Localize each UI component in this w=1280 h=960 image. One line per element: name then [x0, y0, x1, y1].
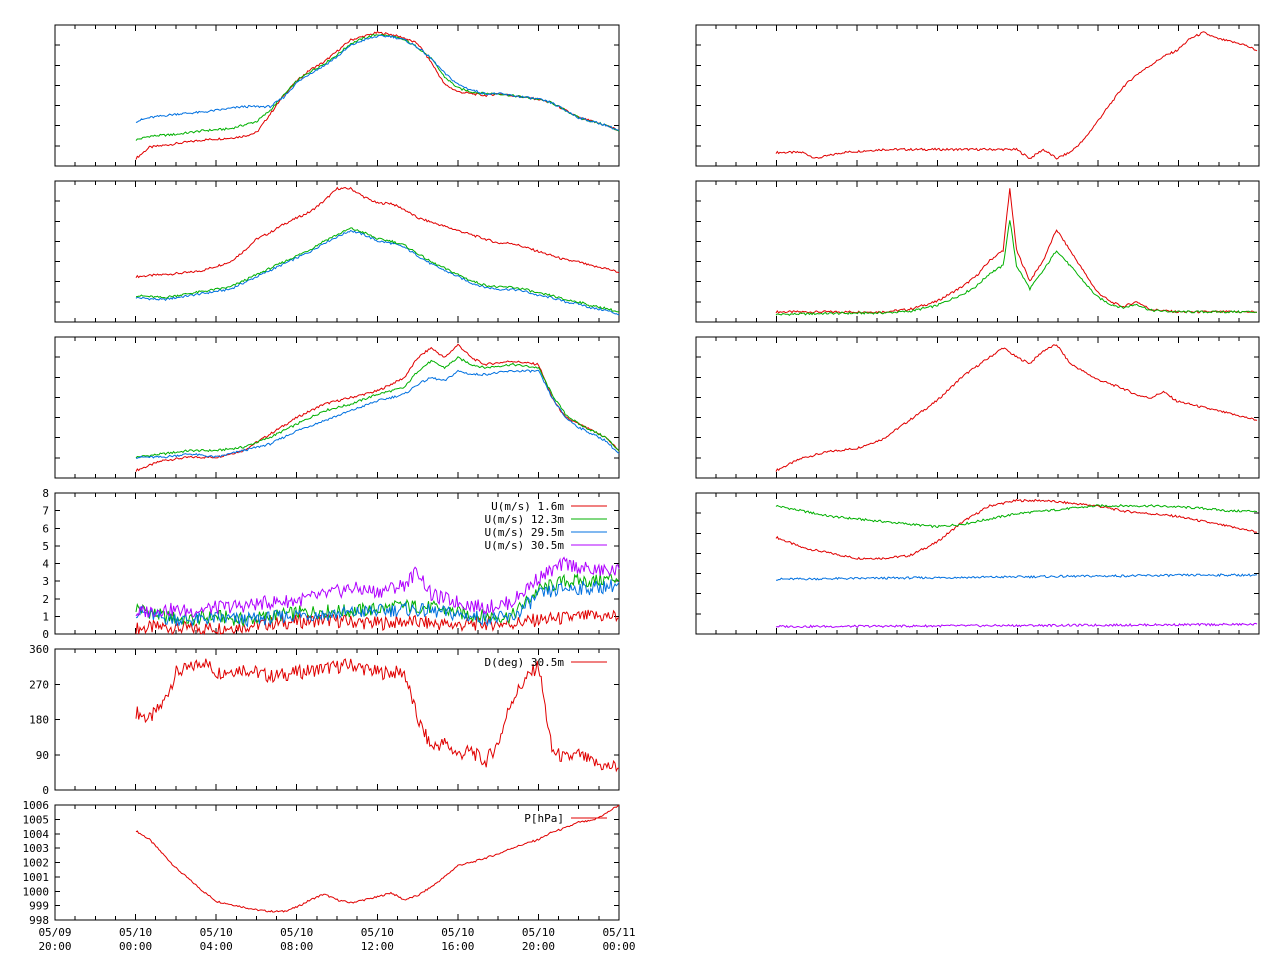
y-tick-label: 4: [42, 558, 49, 571]
y-tick-label: 2: [42, 593, 49, 606]
legend-label: U(m/s) 12.3m: [485, 513, 565, 526]
series-line-p8-0: [775, 188, 1258, 314]
series-line-p2-1: [135, 229, 620, 316]
series-line-p4-0: [135, 609, 620, 636]
x-tick-date: 05/10: [200, 926, 233, 939]
plot-frame: [54, 24, 620, 167]
y-tick-label: 7: [42, 505, 49, 518]
plot-frame: [695, 336, 1260, 479]
plot-frame: [54, 648, 620, 791]
legend-label: U(m/s) 1.6m: [491, 500, 564, 513]
x-tick-date: 05/10: [280, 926, 313, 939]
y-tick-label: 6: [42, 522, 49, 535]
plot-frame: [695, 24, 1260, 167]
series-line-p4-3: [135, 556, 620, 618]
x-tick-date: 05/10: [522, 926, 555, 939]
panel-p9: [695, 336, 1260, 479]
plot-frame: [695, 180, 1260, 323]
panel-p5: 0 90 180 270 360 D(deg) 30.5m: [29, 643, 620, 797]
y-tick-label: 1000: [23, 885, 50, 898]
panel-p7: [695, 24, 1260, 167]
legend-label: U(m/s) 29.5m: [485, 526, 565, 539]
series-line-p3-2: [135, 369, 620, 459]
legend-label: D(deg) 30.5m: [485, 656, 565, 669]
y-tick-label: 1: [42, 610, 49, 623]
panel-p1: [54, 24, 620, 167]
x-tick-time: 08:00: [280, 940, 313, 953]
series-line-p3-1: [135, 356, 620, 459]
panel-p8: [695, 180, 1260, 323]
y-tick-label: 8: [42, 487, 49, 500]
y-tick-label: 180: [29, 714, 49, 727]
series-line-p2-0: [135, 186, 620, 279]
series-line-p7-0: [775, 31, 1258, 160]
series-line-p8-1: [775, 220, 1258, 316]
x-tick-time: 12:00: [361, 940, 394, 953]
y-tick-label: 1001: [23, 871, 50, 884]
series-line-p6-0: [135, 804, 620, 913]
y-tick-label: 1005: [23, 813, 50, 826]
y-tick-label: 1006: [23, 799, 50, 812]
panel-p3: [54, 336, 620, 479]
y-tick-label: 0: [42, 628, 49, 641]
panel-p4: 0 1 2 3 4 5 6 7 8 U(m/s) 1.6mU(m/s) 12.3mU(m/s) 2…: [42, 487, 620, 641]
x-tick-date: 05/10: [361, 926, 394, 939]
panel-p10: [695, 492, 1260, 635]
series-line-p4-2: [135, 579, 620, 628]
series-line-p10-0: [775, 498, 1258, 560]
series-line-p1-2: [135, 34, 620, 131]
x-tick-time: 04:00: [200, 940, 233, 953]
x-tick-time: 20:00: [522, 940, 555, 953]
series-line-p9-0: [775, 344, 1258, 472]
y-tick-label: 998: [29, 914, 49, 927]
series-line-p3-0: [135, 343, 620, 472]
y-tick-label: 1003: [23, 842, 50, 855]
y-tick-label: 3: [42, 575, 49, 588]
y-tick-label: 360: [29, 643, 49, 656]
series-line-p10-1: [775, 503, 1258, 529]
y-tick-label: 90: [36, 749, 49, 762]
series-line-p1-1: [135, 33, 620, 141]
y-tick-label: 1002: [23, 857, 50, 870]
series-line-p1-0: [135, 30, 620, 160]
x-tick-time: 00:00: [602, 940, 635, 953]
x-tick-date: 05/09: [38, 926, 71, 939]
legend-label: P[hPa]: [524, 812, 564, 825]
y-tick-label: 5: [42, 540, 49, 553]
y-tick-label: 999: [29, 900, 49, 913]
series-line-p2-2: [136, 227, 620, 313]
x-tick-time: 00:00: [119, 940, 152, 953]
x-tick-time: 16:00: [441, 940, 474, 953]
x-tick-time: 20:00: [38, 940, 71, 953]
legend-label: U(m/s) 30.5m: [485, 539, 565, 552]
y-tick-label: 270: [29, 678, 49, 691]
x-tick-date: 05/10: [119, 926, 152, 939]
y-tick-label: 1004: [23, 828, 50, 841]
series-line-p5-0: [135, 658, 619, 773]
x-tick-date: 05/10: [441, 926, 474, 939]
series-line-p10-3: [775, 622, 1258, 629]
series-line-p10-2: [775, 573, 1258, 581]
panel-p2: [54, 180, 620, 323]
y-tick-label: 0: [42, 784, 49, 797]
x-tick-date: 05/11: [602, 926, 635, 939]
